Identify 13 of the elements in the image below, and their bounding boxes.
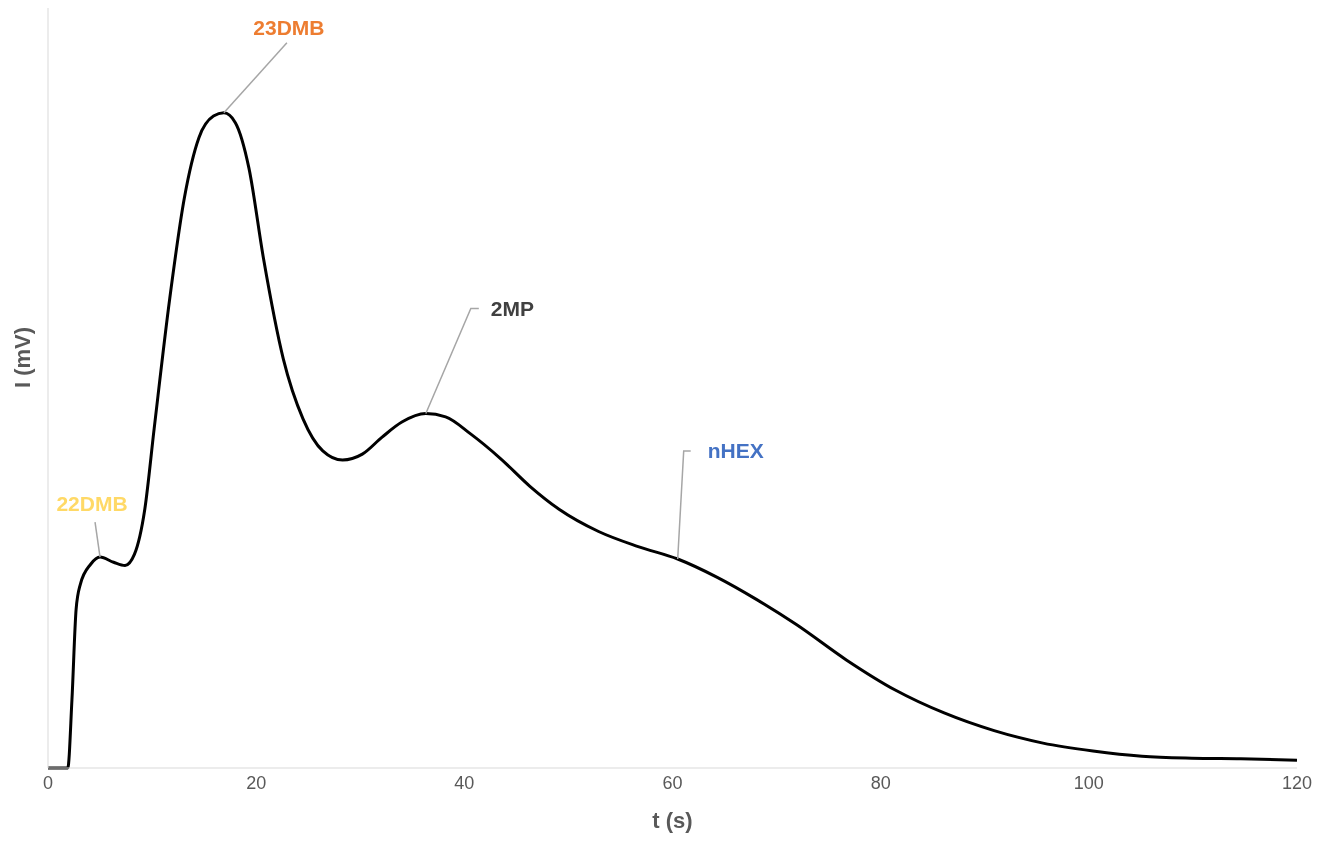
- x-tick-label: 120: [1281, 772, 1313, 793]
- x-tick-label: 0: [42, 772, 54, 793]
- annotation: nHEX: [707, 439, 764, 463]
- x-tick-label: 20: [246, 772, 267, 793]
- y-axis-title: I (mV): [9, 326, 35, 388]
- x-tick-label: 40: [454, 772, 475, 793]
- annotation: 23DMB: [253, 16, 325, 40]
- x-tick-label: 80: [870, 772, 891, 793]
- x-axis-title: t (s): [652, 808, 693, 833]
- x-tick-label: 100: [1073, 772, 1104, 793]
- annotation: 22DMB: [56, 492, 128, 516]
- x-tick-label: 60: [662, 772, 683, 793]
- annotation: 2MP: [490, 296, 535, 320]
